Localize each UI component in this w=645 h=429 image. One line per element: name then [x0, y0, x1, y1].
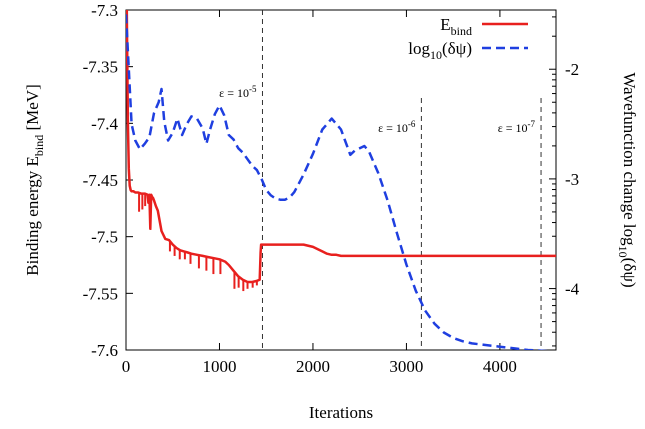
x-tick-label: 0: [122, 357, 131, 376]
y2-axis-title: Wavefunction change log10(δψ): [616, 72, 639, 287]
x-tick-label: 4000: [483, 357, 517, 376]
epsilon-marker-label: ε = 10-6: [378, 119, 416, 135]
y-axis-title: Binding energy Ebind [MeV]: [23, 84, 46, 275]
plot-frame: [125, 9, 557, 351]
y2-tick-label: -2: [565, 60, 579, 79]
y-tick-label: -7.6: [91, 341, 118, 360]
series-log-line: [126, 14, 550, 350]
series-ebind-line: [126, 10, 556, 284]
x-axis-title: Iterations: [309, 403, 373, 422]
y2-tick-label: -4: [565, 280, 580, 299]
legend-label-log: log10(δψ): [408, 39, 472, 62]
y-tick-label: -7.5: [91, 228, 118, 247]
x-tick-label: 1000: [202, 357, 236, 376]
y2-tick-label: -3: [565, 170, 579, 189]
legend: Ebind log10(δψ): [408, 15, 528, 62]
epsilon-marker-label: ε = 10-5: [219, 84, 257, 100]
series-lines: [126, 10, 556, 350]
epsilon-marker-label: ε = 10-7: [498, 119, 536, 135]
x-tick-label: 2000: [296, 357, 330, 376]
y-tick-label: -7.4: [91, 114, 118, 133]
y-tick-label: -7.3: [91, 1, 118, 20]
legend-label-ebind: Ebind: [440, 15, 472, 38]
x-tick-label: 3000: [389, 357, 423, 376]
y-tick-label: -7.55: [83, 284, 118, 303]
epsilon-markers: ε = 10-5 ε = 10-6 ε = 10-7: [219, 10, 542, 350]
y-tick-label: -7.45: [83, 171, 118, 190]
y-tick-label: -7.35: [83, 58, 118, 77]
axis-ticks: 0 1000 2000 3000 4000 -7.3 -7.35 -7.4 -7.45 -7.5 -…: [83, 1, 580, 376]
